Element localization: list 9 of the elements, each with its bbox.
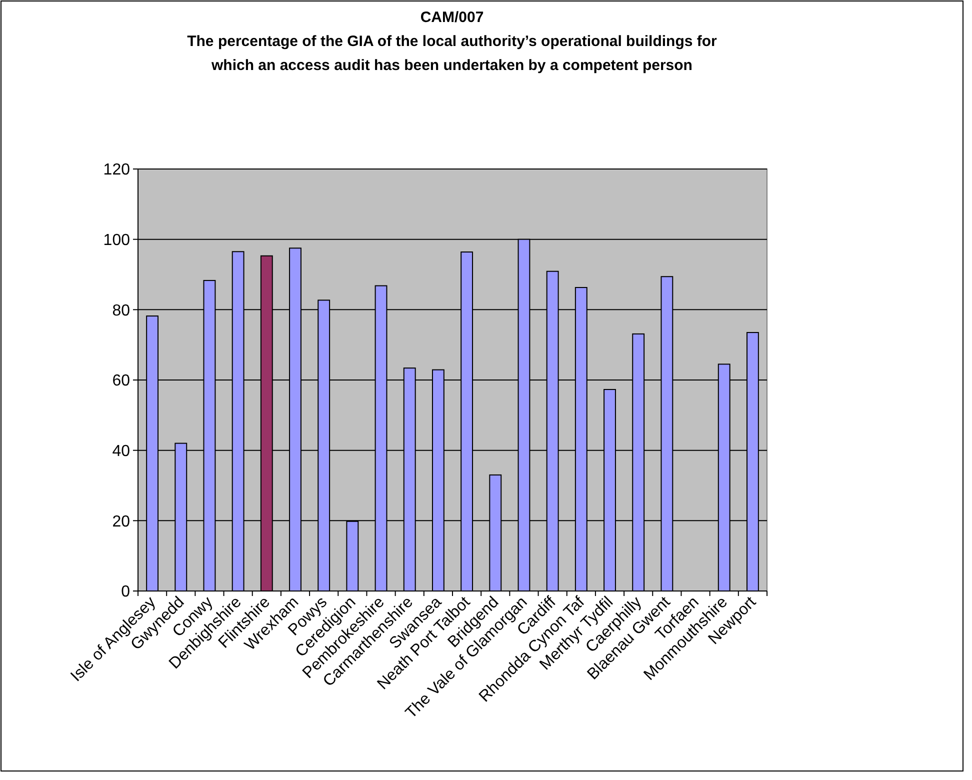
y-tick-label: 60 xyxy=(112,372,130,390)
y-tick-label: 80 xyxy=(112,302,130,320)
y-tick-label: 40 xyxy=(112,442,130,460)
y-tick-label: 20 xyxy=(112,513,130,530)
y-tick-label: 100 xyxy=(103,232,130,249)
chart-subtitle: The percentage of the GIA of the local authority’s operational buildings for which an access audit has been undertaken by a competent person xyxy=(187,33,718,74)
y-tick-label: 120 xyxy=(103,162,130,179)
y-tick-label: 0 xyxy=(121,584,130,601)
chart-title: CAM/007 xyxy=(420,9,484,26)
